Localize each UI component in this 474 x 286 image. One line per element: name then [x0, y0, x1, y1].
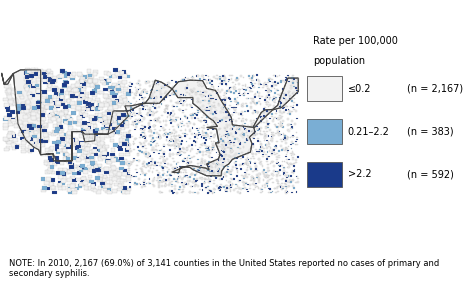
Text: (n = 2,167): (n = 2,167)	[407, 84, 464, 94]
Bar	[307, 162, 342, 187]
Text: Rate per 100,000: Rate per 100,000	[313, 36, 398, 46]
Text: ≤0.2: ≤0.2	[348, 84, 371, 94]
Text: (n = 383): (n = 383)	[407, 127, 454, 136]
Text: population: population	[313, 56, 365, 66]
Text: >2.2: >2.2	[348, 169, 371, 179]
Text: NOTE: In 2010, 2,167 (69.0%) of 3,141 counties in the United States reported no : NOTE: In 2010, 2,167 (69.0%) of 3,141 co…	[9, 259, 440, 278]
Polygon shape	[1, 70, 298, 176]
Bar	[307, 76, 342, 101]
Text: (n = 592): (n = 592)	[407, 169, 454, 179]
Text: 0.21–2.2: 0.21–2.2	[348, 127, 390, 136]
Bar	[307, 119, 342, 144]
